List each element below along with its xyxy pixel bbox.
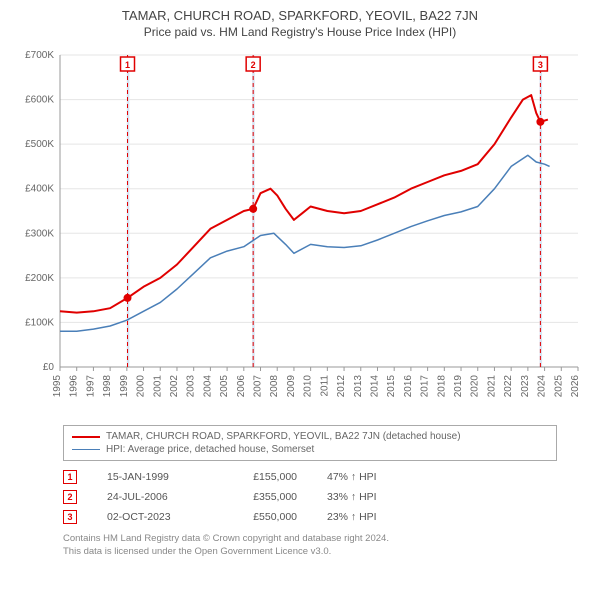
x-tick-label: 2004 [202, 375, 213, 398]
y-tick-label: £400K [25, 184, 54, 195]
x-tick-label: 2001 [152, 375, 163, 398]
x-tick-label: 1995 [52, 375, 63, 398]
x-tick-label: 1997 [85, 375, 96, 398]
y-tick-label: £100K [25, 317, 54, 328]
x-tick-label: 2024 [537, 375, 548, 398]
x-tick-label: 2021 [486, 375, 497, 398]
sale-index-box: 2 [63, 490, 77, 504]
x-tick-label: 2010 [303, 375, 314, 398]
sale-price: £155,000 [227, 471, 297, 483]
x-tick-label: 2003 [186, 375, 197, 398]
y-tick-label: £200K [25, 273, 54, 284]
x-tick-label: 2018 [436, 375, 447, 398]
sale-price: £550,000 [227, 511, 297, 523]
x-tick-label: 2022 [503, 375, 514, 398]
x-tick-label: 2002 [169, 375, 180, 398]
sale-date: 02-OCT-2023 [107, 511, 197, 523]
event-index-label: 1 [125, 60, 130, 70]
sale-index-box: 3 [63, 510, 77, 524]
x-tick-label: 2019 [453, 375, 464, 398]
legend-row: TAMAR, CHURCH ROAD, SPARKFORD, YEOVIL, B… [72, 430, 548, 443]
sale-date: 15-JAN-1999 [107, 471, 197, 483]
plot-area: £0 £100K £200K £300K £400K £500K £600K £700K 199… [8, 47, 592, 417]
legend-row: HPI: Average price, detached house, Some… [72, 443, 548, 456]
sale-row: 3 02-OCT-2023 £550,000 23% ↑ HPI [63, 507, 557, 527]
x-tick-label: 2009 [286, 375, 297, 398]
x-tick-label: 2011 [319, 375, 330, 397]
chart-title: TAMAR, CHURCH ROAD, SPARKFORD, YEOVIL, B… [8, 8, 592, 23]
chart-subtitle: Price paid vs. HM Land Registry's House … [8, 25, 592, 39]
sale-row: 2 24-JUL-2006 £355,000 33% ↑ HPI [63, 487, 557, 507]
sale-date: 24-JUL-2006 [107, 491, 197, 503]
sale-relative-hpi: 47% ↑ HPI [327, 471, 377, 483]
x-tick-label: 2012 [336, 375, 347, 398]
chart-container: TAMAR, CHURCH ROAD, SPARKFORD, YEOVIL, B… [8, 8, 592, 582]
footer-text: Contains HM Land Registry data © Crown c… [63, 533, 557, 559]
x-tick-label: 2005 [219, 375, 230, 398]
x-tick-label: 2000 [136, 375, 147, 398]
event-marker [124, 294, 132, 302]
event-index-label: 3 [538, 60, 543, 70]
sale-relative-hpi: 23% ↑ HPI [327, 511, 377, 523]
y-tick-label: £0 [43, 362, 55, 373]
x-tick-label: 2013 [353, 375, 364, 398]
series-line-1 [60, 155, 550, 331]
y-tick-label: £700K [25, 50, 54, 61]
footer-line-1: Contains HM Land Registry data © Crown c… [63, 533, 557, 546]
legend-label: HPI: Average price, detached house, Some… [106, 444, 314, 455]
x-tick-label: 2006 [236, 375, 247, 398]
x-tick-label: 2015 [386, 375, 397, 398]
sale-price: £355,000 [227, 491, 297, 503]
x-tick-label: 2026 [570, 375, 581, 398]
x-tick-label: 2023 [520, 375, 531, 398]
title-block: TAMAR, CHURCH ROAD, SPARKFORD, YEOVIL, B… [8, 8, 592, 39]
x-tick-label: 2014 [369, 375, 380, 398]
legend-box: TAMAR, CHURCH ROAD, SPARKFORD, YEOVIL, B… [63, 425, 557, 461]
x-tick-label: 1998 [102, 375, 113, 398]
x-tick-label: 2007 [253, 375, 264, 398]
sale-row: 1 15-JAN-1999 £155,000 47% ↑ HPI [63, 467, 557, 487]
sale-index-box: 1 [63, 470, 77, 484]
x-tick-label: 2016 [403, 375, 414, 398]
x-tick-label: 2008 [269, 375, 280, 398]
y-tick-label: £500K [25, 139, 54, 150]
legend-swatch [72, 449, 100, 451]
y-tick-label: £600K [25, 95, 54, 106]
x-tick-label: 2017 [420, 375, 431, 398]
x-tick-label: 2020 [470, 375, 481, 398]
footer-line-2: This data is licensed under the Open Gov… [63, 546, 557, 559]
legend-swatch [72, 436, 100, 438]
sale-relative-hpi: 33% ↑ HPI [327, 491, 377, 503]
x-tick-label: 1996 [69, 375, 80, 398]
event-marker [536, 118, 544, 126]
x-tick-label: 1999 [119, 375, 130, 398]
series-line-0 [60, 95, 548, 313]
event-marker [249, 205, 257, 213]
event-index-label: 2 [251, 60, 256, 70]
chart-svg: £0 £100K £200K £300K £400K £500K £600K £700K 199… [8, 47, 592, 417]
sales-table: 1 15-JAN-1999 £155,000 47% ↑ HPI 2 24-JUL-200… [63, 467, 557, 527]
y-tick-label: £300K [25, 228, 54, 239]
x-tick-label: 2025 [553, 375, 564, 398]
legend-label: TAMAR, CHURCH ROAD, SPARKFORD, YEOVIL, B… [106, 431, 461, 442]
